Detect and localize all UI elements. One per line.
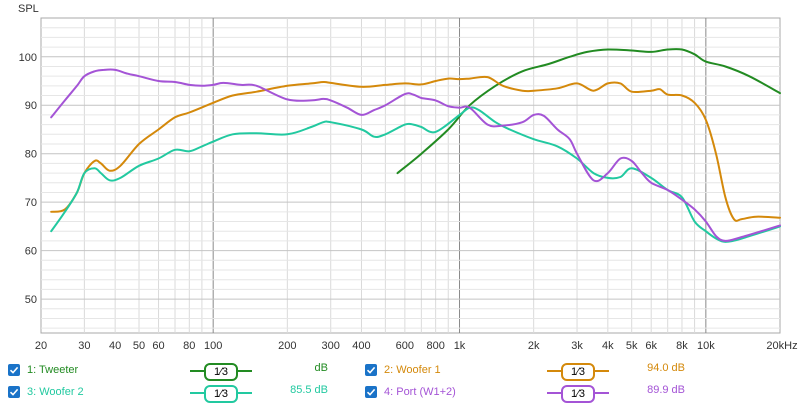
smoothing-label: 1⁄3 [204,385,238,403]
y-tick-label: 80 [25,149,37,161]
x-tick-label: 20kHz [766,340,797,352]
x-tick-label: 3k [571,340,583,352]
tick-labels: 20 30 40 50 60 80 100 200 300 400 600 800 1k 2k 3k 4k 5k… [19,52,798,352]
series-line-3-woofer-2 [50,106,781,243]
smoothing-label: 1⁄3 [204,363,238,381]
x-tick-label: 5k [626,340,638,352]
y-tick-label: 70 [25,197,37,209]
port-checkbox[interactable] [365,386,377,398]
checkmark-icon [9,366,19,374]
legend: 1: Tweeter 1⁄3 dB 2: Woofer 1 1⁄3 94.0 d… [0,358,800,404]
tweeter-checkbox[interactable] [8,364,20,376]
y-tick-label: 90 [25,100,37,112]
woofer-1-checkbox[interactable] [365,364,377,376]
checkmark-icon [366,366,376,374]
smoothing-label: 1⁄3 [561,385,595,403]
series-line-1-tweeter [396,48,781,175]
smoothing-button-port[interactable]: 1⁄3 [547,385,609,403]
checkmark-icon [366,388,376,396]
legend-value-tweeter: dB [314,362,328,374]
legend-item-port: 4: Port (W1+2) 1⁄3 89.9 dB [365,384,695,404]
smoothing-label: 1⁄3 [561,363,595,381]
legend-label-port: 4: Port (W1+2) [384,386,456,398]
x-tick-label: 8k [676,340,688,352]
legend-label-woofer-1: 2: Woofer 1 [384,364,441,376]
y-axis-label: SPL [18,3,39,15]
smoothing-button-tweeter[interactable]: 1⁄3 [190,363,252,381]
x-tick-label: 400 [352,340,370,352]
x-tick-label: 100 [204,340,222,352]
checkmark-icon [9,388,19,396]
x-tick-label: 60 [152,340,164,352]
x-tick-label: 800 [426,340,444,352]
legend-item-woofer-2: 3: Woofer 2 1⁄3 85.5 dB [8,384,338,404]
y-tick-label: 100 [19,52,37,64]
legend-value-woofer-1: 94.0 dB [647,362,685,374]
x-tick-label: 40 [109,340,121,352]
x-tick-label: 20 [35,340,47,352]
smoothing-button-woofer-1[interactable]: 1⁄3 [547,363,609,381]
legend-item-woofer-1: 2: Woofer 1 1⁄3 94.0 dB [365,362,695,382]
legend-label-tweeter: 1: Tweeter [27,364,79,376]
x-tick-label: 300 [322,340,340,352]
legend-value-port: 89.9 dB [647,384,685,396]
plot-area [40,17,781,334]
x-tick-label: 600 [396,340,414,352]
x-tick-label: 200 [278,340,296,352]
frequency-response-chart: 20 30 40 50 60 80 100 200 300 400 600 800 1k 2k 3k 4k 5k… [18,3,798,352]
series-group [50,48,781,243]
woofer-2-checkbox[interactable] [8,386,20,398]
legend-label-woofer-2: 3: Woofer 2 [27,386,84,398]
x-tick-label: 2k [528,340,540,352]
series-line-2-woofer-1 [50,75,781,222]
x-tick-label: 50 [133,340,145,352]
x-tick-label: 4k [602,340,614,352]
series-line-4-port-w1-2 [50,68,781,242]
x-tick-label: 30 [78,340,90,352]
y-tick-label: 50 [25,294,37,306]
x-tick-label: 10k [697,340,715,352]
legend-value-woofer-2: 85.5 dB [290,384,328,396]
x-tick-label: 80 [183,340,195,352]
legend-item-tweeter: 1: Tweeter 1⁄3 dB [8,362,338,382]
x-tick-label: 1k [454,340,466,352]
grid [41,18,780,333]
x-tick-label: 6k [645,340,657,352]
y-tick-label: 60 [25,246,37,258]
smoothing-button-woofer-2[interactable]: 1⁄3 [190,385,252,403]
